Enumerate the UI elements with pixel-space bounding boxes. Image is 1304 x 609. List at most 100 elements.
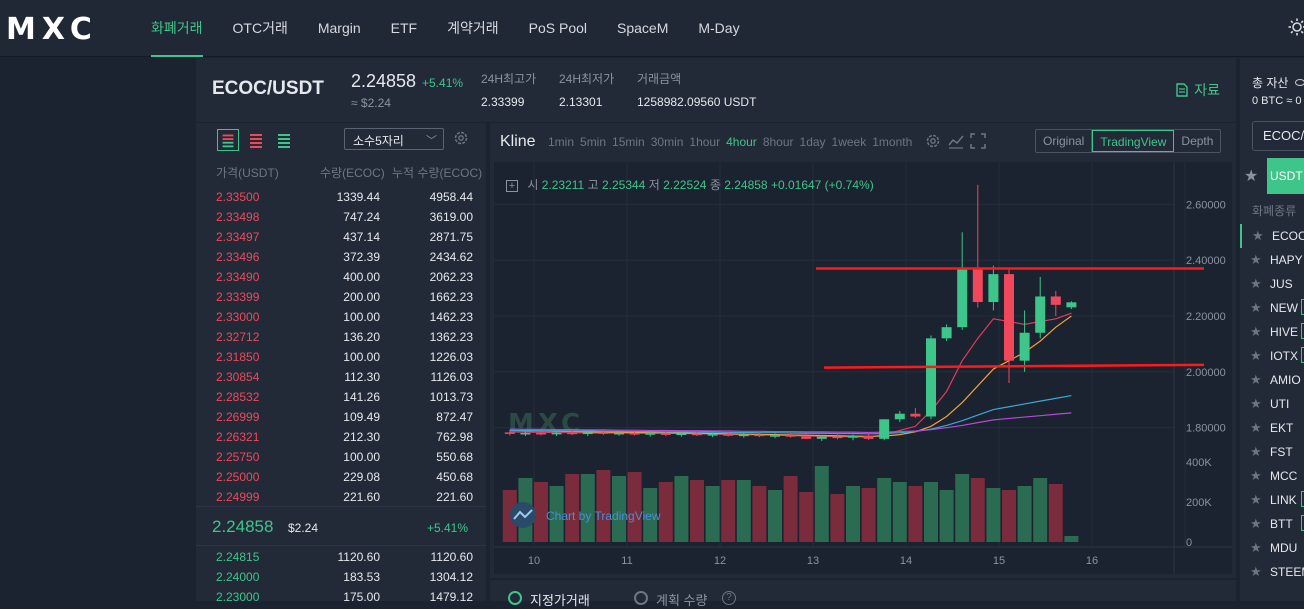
tab-plan-order[interactable]: 계획 수량 bbox=[656, 593, 708, 608]
bids-only-icon[interactable] bbox=[273, 129, 295, 151]
ask-row[interactable]: 2.24999 221.60 221.60 bbox=[196, 486, 486, 506]
tab-tradingview[interactable]: TradingView bbox=[1092, 130, 1175, 152]
interval-1week[interactable]: 1week bbox=[831, 135, 867, 149]
nav-margin[interactable]: Margin bbox=[317, 20, 361, 36]
coin-item[interactable]: ★ ECOC bbox=[1240, 224, 1304, 248]
nav-otc[interactable]: OTC거래 bbox=[232, 20, 288, 36]
ask-row[interactable]: 2.33500 1339.44 4958.44 bbox=[196, 186, 486, 206]
nav-etf[interactable]: ETF bbox=[390, 20, 418, 36]
gear-icon[interactable] bbox=[925, 133, 941, 149]
coin-item[interactable]: ★ LINK bbox=[1240, 488, 1304, 512]
ask-row[interactable]: 2.26321 212.30 762.98 bbox=[196, 426, 486, 446]
kline-title: Kline bbox=[500, 133, 536, 150]
ask-row[interactable]: 2.33490 400.00 2062.23 bbox=[196, 266, 486, 286]
coin-item[interactable]: ★ STEEM bbox=[1240, 560, 1304, 584]
tab-original[interactable]: Original bbox=[1036, 130, 1093, 152]
interval-8hour[interactable]: 8hour bbox=[762, 135, 794, 149]
nav-mday[interactable]: M-Day bbox=[698, 20, 740, 36]
ask-row[interactable]: 2.33497 437.14 2871.75 bbox=[196, 226, 486, 246]
interval-30min[interactable]: 30min bbox=[650, 135, 684, 149]
coin-item[interactable]: ★ IOTX bbox=[1240, 344, 1304, 368]
radio-limit[interactable] bbox=[508, 591, 522, 605]
coin-item[interactable]: ★ BTT bbox=[1240, 512, 1304, 536]
interval-1hour[interactable]: 1hour bbox=[689, 135, 721, 149]
logo[interactable]: MXC bbox=[6, 12, 98, 47]
star-icon[interactable]: ★ bbox=[1250, 324, 1262, 339]
docs-link[interactable]: 자료 bbox=[1176, 80, 1220, 100]
star-icon[interactable]: ★ bbox=[1250, 252, 1262, 267]
ask-row[interactable]: 2.30854 112.30 1126.03 bbox=[196, 366, 486, 386]
ask-row[interactable]: 2.28532 141.26 1013.73 bbox=[196, 386, 486, 406]
ask-row[interactable]: 2.26999 109.49 872.47 bbox=[196, 406, 486, 426]
coin-item[interactable]: ★ MDU bbox=[1240, 536, 1304, 560]
coin-item[interactable]: ★ NEW bbox=[1240, 296, 1304, 320]
coin-item[interactable]: ★ AMIO bbox=[1240, 368, 1304, 392]
bid-row[interactable]: 2.24000 183.53 1304.12 bbox=[196, 566, 486, 586]
chart-area[interactable]: 2.60000 2.40000 2.20000 2.00000 1.80000 MXC 40… bbox=[494, 162, 1232, 574]
ask-row[interactable]: 2.32712 136.20 1362.23 bbox=[196, 326, 486, 346]
coin-item[interactable]: ★ HIVE bbox=[1240, 320, 1304, 344]
ask-price: 2.33498 bbox=[216, 210, 260, 224]
star-icon[interactable]: ★ bbox=[1250, 516, 1262, 531]
interval-1min[interactable]: 1min bbox=[548, 135, 575, 149]
bid-row[interactable]: 2.23000 175.00 1479.12 bbox=[196, 586, 486, 606]
tradingview-logo-mark bbox=[513, 509, 533, 520]
candlestick-chart[interactable]: 2.600002.400002.200002.000001.80000MXC40… bbox=[494, 162, 1232, 574]
interval-5min[interactable]: 5min bbox=[580, 135, 607, 149]
interval-1day[interactable]: 1day bbox=[799, 135, 826, 149]
interval-1month[interactable]: 1month bbox=[872, 135, 913, 149]
ask-price: 2.26999 bbox=[216, 410, 260, 424]
star-icon[interactable]: ★ bbox=[1250, 396, 1262, 411]
favorites-star-icon[interactable]: ★ bbox=[1244, 168, 1259, 185]
bid-row[interactable]: 2.24815 1120.60 1120.60 bbox=[196, 546, 486, 566]
coin-item[interactable]: ★ FST bbox=[1240, 440, 1304, 464]
star-icon[interactable]: ★ bbox=[1250, 468, 1262, 483]
star-icon[interactable]: ★ bbox=[1250, 372, 1262, 387]
precision-select[interactable]: 소수5자리 ﹀ bbox=[344, 128, 444, 150]
both-sides-icon[interactable] bbox=[217, 129, 239, 151]
star-icon[interactable]: ★ bbox=[1250, 420, 1262, 435]
radio-plan[interactable] bbox=[634, 591, 648, 605]
asks-only-icon[interactable] bbox=[245, 129, 267, 151]
pair-search-input[interactable]: ECOC/USDT bbox=[1252, 121, 1304, 151]
star-icon[interactable]: ★ bbox=[1250, 540, 1262, 555]
star-icon[interactable]: ★ bbox=[1250, 300, 1262, 315]
tab-usdt[interactable]: USDT bbox=[1267, 158, 1304, 194]
star-icon[interactable]: ★ bbox=[1250, 444, 1262, 459]
volume-bar bbox=[1033, 478, 1048, 542]
coin-item[interactable]: ★ EKT bbox=[1240, 416, 1304, 440]
coin-item[interactable]: ★ UTI bbox=[1240, 392, 1304, 416]
coin-item[interactable]: ★ JUS bbox=[1240, 272, 1304, 296]
eye-icon[interactable] bbox=[1294, 79, 1304, 86]
ask-row[interactable]: 2.33000 100.00 1462.23 bbox=[196, 306, 486, 326]
ask-row[interactable]: 2.33399 200.00 1662.23 bbox=[196, 286, 486, 306]
volume-tick-label: 200K bbox=[1186, 497, 1212, 509]
ask-row[interactable]: 2.25000 229.08 450.68 bbox=[196, 466, 486, 486]
fullscreen-icon[interactable] bbox=[970, 133, 986, 149]
interval-15min[interactable]: 15min bbox=[612, 135, 645, 149]
nav-contract[interactable]: 계약거래 bbox=[447, 20, 499, 36]
coin-item[interactable]: ★ MCC bbox=[1240, 464, 1304, 488]
ask-row[interactable]: 2.31850 100.00 1226.03 bbox=[196, 346, 486, 366]
nav-pos-pool[interactable]: PoS Pool bbox=[528, 20, 587, 36]
star-icon[interactable]: ★ bbox=[1250, 276, 1262, 291]
star-icon[interactable]: ★ bbox=[1250, 348, 1262, 363]
interval-4hour[interactable]: 4hour bbox=[726, 135, 757, 149]
indicator-icon[interactable] bbox=[948, 133, 964, 149]
help-icon[interactable]: ? bbox=[722, 591, 736, 605]
nav-spot[interactable]: 화폐거래 bbox=[151, 0, 203, 57]
gear-icon[interactable] bbox=[453, 130, 469, 146]
coin-item[interactable]: ★ HAPY bbox=[1240, 248, 1304, 272]
ask-row[interactable]: 2.25750 100.00 550.68 bbox=[196, 446, 486, 466]
star-icon[interactable]: ★ bbox=[1250, 492, 1262, 507]
nav-spacem[interactable]: SpaceM bbox=[617, 20, 669, 36]
sun-icon[interactable] bbox=[1288, 18, 1304, 36]
star-icon[interactable]: ★ bbox=[1250, 564, 1262, 579]
tab-limit-order[interactable]: 지정가거래 bbox=[530, 593, 590, 608]
ohlc-high: 2.25344 bbox=[601, 178, 646, 192]
plus-icon[interactable]: + bbox=[506, 180, 518, 192]
star-icon[interactable]: ★ bbox=[1252, 228, 1264, 243]
ask-row[interactable]: 2.33496 372.39 2434.62 bbox=[196, 246, 486, 266]
ask-row[interactable]: 2.33498 747.24 3619.00 bbox=[196, 206, 486, 226]
tab-depth[interactable]: Depth bbox=[1181, 134, 1214, 148]
